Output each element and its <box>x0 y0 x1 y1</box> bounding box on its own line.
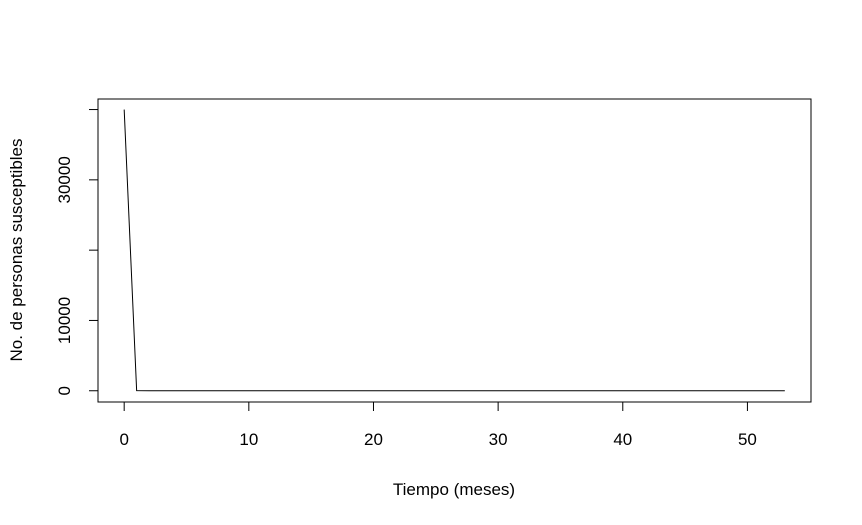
y-tick-label: 10000 <box>55 297 74 344</box>
y-axis-title: No. de personas susceptibles <box>7 138 26 361</box>
x-axis: 0 10 20 30 40 50 <box>119 401 757 449</box>
x-tick-label: 10 <box>239 430 258 449</box>
x-axis-title: Tiempo (meses) <box>393 480 515 499</box>
x-tick-label: 30 <box>489 430 508 449</box>
plot-frame <box>97 98 812 403</box>
y-tick-label: 0 <box>55 386 74 395</box>
x-tick-label: 50 <box>738 430 757 449</box>
x-tick-label: 0 <box>119 430 128 449</box>
x-tick-label: 40 <box>613 430 632 449</box>
series-layer <box>123 109 785 392</box>
y-tick-label: 30000 <box>55 156 74 203</box>
y-axis: 0 10000 30000 <box>55 109 99 395</box>
series-line <box>123 109 785 392</box>
x-tick-label: 20 <box>364 430 383 449</box>
